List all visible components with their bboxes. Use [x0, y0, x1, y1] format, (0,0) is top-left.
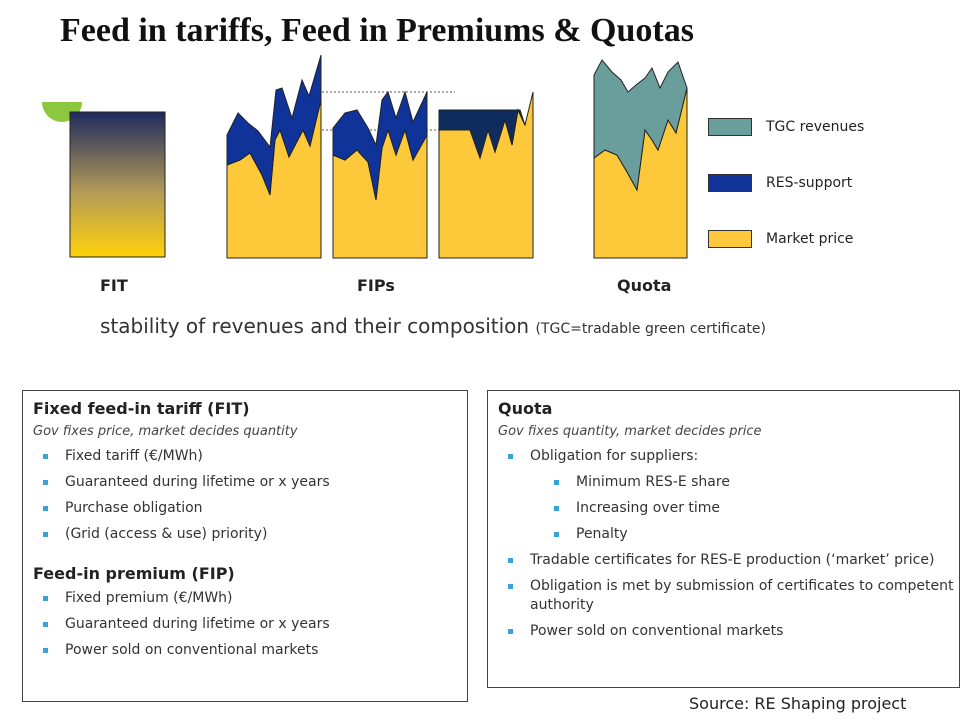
list-item: Penalty	[498, 525, 959, 544]
list-item: Guaranteed during lifetime or x years	[33, 615, 467, 634]
fit-bar	[69, 111, 166, 258]
revenue-charts	[42, 54, 688, 259]
list-item: Guaranteed during lifetime or x years	[33, 473, 467, 492]
fip-chart-2-res-support	[332, 90, 428, 201]
group-label-quota: Quota	[617, 276, 672, 295]
fip-chart-3	[438, 91, 534, 259]
fit-bullet-list: Fixed tariff (€/MWh) Guaranteed during l…	[33, 447, 467, 544]
fip-chart-1	[226, 54, 322, 259]
fit-heading: Fixed feed-in tariff (FIT)	[33, 399, 250, 418]
list-item: Increasing over time	[498, 499, 959, 518]
quota-chart-tgc-revenues	[593, 59, 688, 192]
quota-bullet-list: Obligation for suppliers: Minimum RES-E …	[498, 447, 959, 641]
fit-fip-box: Fixed feed-in tariff (FIT) Gov fixes pri…	[22, 390, 468, 702]
quota-chart	[593, 59, 688, 259]
legend-swatch-market-price	[708, 230, 752, 248]
fit-subtitle: Gov fixes price, market decides quantity	[33, 424, 298, 439]
list-item: Power sold on conventional markets	[498, 622, 959, 641]
list-item: Obligation for suppliers:	[498, 447, 959, 466]
list-item: Power sold on conventional markets	[33, 641, 467, 660]
legend-label-res-support: RES-support	[766, 175, 853, 191]
fip-bullet-list: Fixed premium (€/MWh) Guaranteed during …	[33, 589, 467, 660]
caption-note: (TGC=tradable green certificate)	[535, 321, 766, 337]
page-title: Feed in tariffs, Feed in Premiums & Quot…	[60, 12, 694, 49]
fip-chart-2	[332, 90, 428, 259]
legend-item-market-price: Market price	[708, 230, 853, 248]
fip-heading: Feed-in premium (FIP)	[33, 564, 235, 583]
list-item: Tradable certificates for RES-E producti…	[498, 551, 959, 570]
list-item: (Grid (access & use) priority)	[33, 525, 467, 544]
quota-heading: Quota	[498, 399, 553, 418]
list-item: Fixed premium (€/MWh)	[33, 589, 467, 608]
chart-caption: stability of revenues and their composit…	[100, 314, 766, 338]
fip-chart-1-res-support	[226, 54, 322, 196]
legend-swatch-tgc-revenues	[708, 118, 752, 136]
legend-label-tgc-revenues: TGC revenues	[766, 119, 865, 135]
group-label-fips: FIPs	[357, 276, 395, 295]
list-item: Obligation is met by submission of certi…	[498, 577, 959, 615]
caption-main: stability of revenues and their composit…	[100, 314, 530, 338]
list-item: Fixed tariff (€/MWh)	[33, 447, 467, 466]
quota-box: Quota Gov fixes quantity, market decides…	[487, 390, 960, 688]
fip-chart-3-res-support	[438, 108, 526, 160]
legend-item-tgc-revenues: TGC revenues	[708, 118, 864, 136]
group-label-fit: FIT	[100, 276, 128, 295]
legend-item-res-support: RES-support	[708, 174, 852, 192]
list-item: Purchase obligation	[33, 499, 467, 518]
source-note: Source: RE Shaping project	[689, 694, 907, 713]
legend-swatch-res-support	[708, 174, 752, 192]
quota-subtitle: Gov fixes quantity, market decides price	[498, 424, 762, 439]
legend-label-market-price: Market price	[766, 231, 854, 247]
list-item: Minimum RES-E share	[498, 473, 959, 492]
